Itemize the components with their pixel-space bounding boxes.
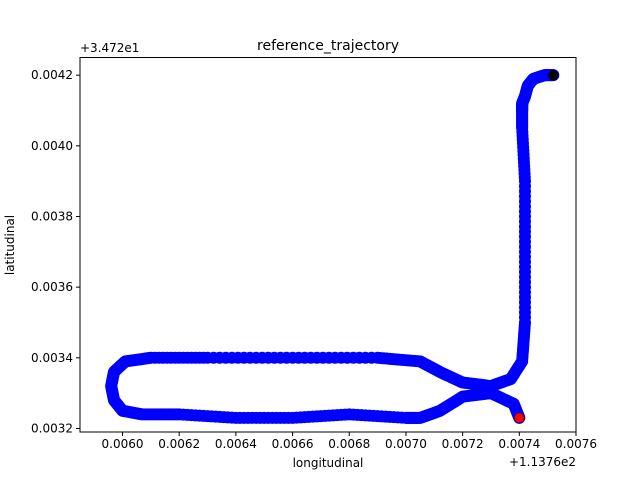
x-tick-label: 0.0062 <box>158 437 200 451</box>
x-tick-label: 0.0072 <box>442 437 484 451</box>
end-point <box>548 69 559 81</box>
plot-frame <box>79 57 577 433</box>
y-tick-label: 0.0032 <box>31 421 73 435</box>
y-axis: 0.0032 0.0034 0.0036 0.0038 0.0040 0.0042 <box>31 68 80 435</box>
x-axis-label: longitudinal <box>293 456 364 470</box>
y-tick-label: 0.0034 <box>31 351 73 365</box>
y-offset-label: +3.472e1 <box>80 41 139 55</box>
y-tick-label: 0.0036 <box>31 280 73 294</box>
y-axis-label: latitudinal <box>3 215 17 275</box>
x-tick-label: 0.0070 <box>385 437 427 451</box>
y-tick-label: 0.0038 <box>31 209 73 223</box>
x-tick-label: 0.0074 <box>498 437 540 451</box>
y-tick-label: 0.0042 <box>31 68 73 82</box>
x-tick-label: 0.0068 <box>328 437 370 451</box>
y-tick-label: 0.0040 <box>31 139 73 153</box>
x-axis: 0.0060 0.0062 0.0064 0.0066 0.0068 0.0070 0.00… <box>102 432 597 451</box>
x-tick-label: 0.0064 <box>215 437 257 451</box>
plot-area <box>105 69 560 424</box>
x-offset-label: +1.1376e2 <box>509 455 576 469</box>
x-tick-label: 0.0060 <box>102 437 144 451</box>
x-tick-label: 0.0076 <box>555 437 597 451</box>
start-point <box>514 412 525 424</box>
x-tick-label: 0.0066 <box>272 437 314 451</box>
chart-title: reference_trajectory <box>257 38 399 54</box>
